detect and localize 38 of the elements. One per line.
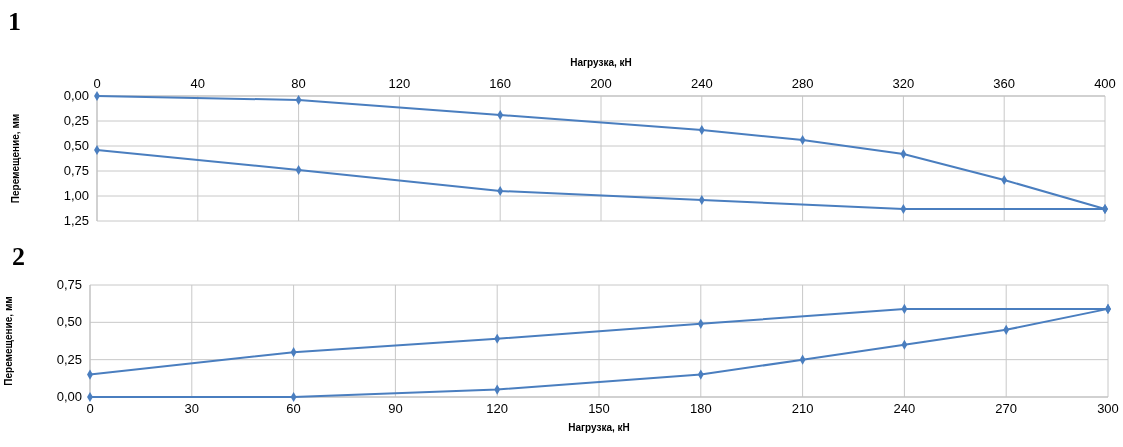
x-tick-label: 160 [489, 76, 512, 91]
chart-title: 2 [12, 242, 25, 271]
x-tick-label: 320 [892, 76, 915, 91]
y-tick-label: 0,75 [56, 277, 82, 292]
x-tick-label: 0 [86, 401, 94, 416]
x-axis-title: Нагрузка, кН [570, 57, 632, 68]
y-tick-label: 0,50 [56, 314, 82, 330]
y-tick-label: 0,50 [63, 138, 89, 153]
x-tick-label: 80 [291, 76, 306, 91]
x-tick-label: 120 [486, 401, 509, 416]
y-tick-label: 1,00 [63, 188, 89, 203]
y-tick-label: 0,25 [56, 351, 82, 367]
x-tick-label: 280 [791, 76, 814, 91]
y-tick-label: 0,25 [63, 113, 89, 128]
x-tick-label: 200 [590, 76, 612, 91]
y-axis-title: Перемещение, мм [3, 296, 14, 386]
x-tick-label: 240 [893, 401, 916, 416]
x-tick-label: 60 [286, 401, 301, 416]
y-tick-label: 0,00 [63, 88, 89, 103]
x-tick-label: 150 [588, 401, 610, 416]
x-tick-label: 360 [993, 76, 1016, 91]
x-tick-label: 180 [689, 401, 712, 416]
x-tick-label: 240 [690, 76, 713, 91]
y-tick-label: 1,25 [63, 213, 89, 228]
x-tick-label: 40 [190, 76, 206, 91]
x-tick-label: 300 [1097, 401, 1119, 416]
x-axis-title: Нагрузка, кН [568, 422, 630, 433]
y-tick-label: 0,75 [63, 163, 89, 178]
x-tick-label: 90 [388, 401, 403, 416]
x-tick-label: 210 [791, 401, 814, 416]
x-tick-label: 0 [93, 76, 101, 91]
chart-title: 1 [8, 7, 21, 36]
x-tick-label: 120 [388, 76, 411, 91]
x-tick-label: 270 [995, 401, 1018, 416]
x-tick-label: 30 [184, 401, 200, 416]
y-tick-label: 0,00 [56, 389, 82, 404]
x-tick-label: 400 [1094, 76, 1116, 91]
y-axis-title: Перемещение, мм [10, 113, 21, 204]
